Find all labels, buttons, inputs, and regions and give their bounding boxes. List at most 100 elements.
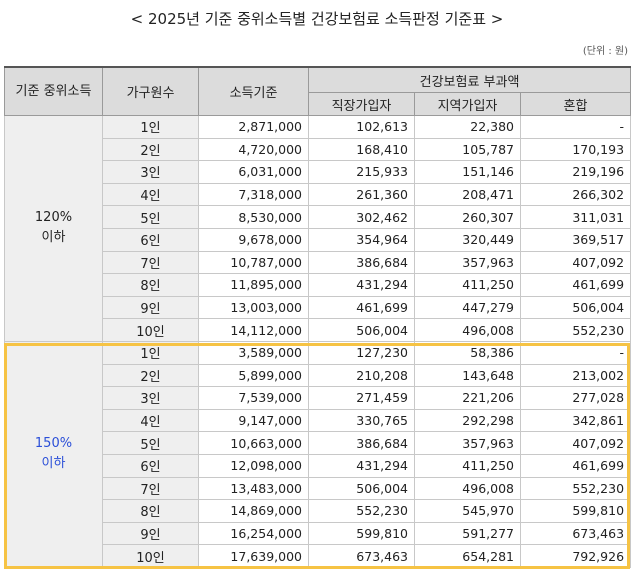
employee-premium-cell: 168,410 xyxy=(308,137,415,162)
header-employee: 직장가입자 xyxy=(308,92,415,116)
table-row: 3인 7,539,000 271,459 221,206 277,028 xyxy=(5,386,632,410)
regional-premium-cell: 105,787 xyxy=(414,137,521,162)
regional-premium-cell: 151,146 xyxy=(414,160,521,184)
table-row: 6인 9,678,000 354,964 320,449 369,517 xyxy=(5,227,632,252)
household-size-cell: 7인 xyxy=(102,476,199,501)
employee-premium-cell: 127,230 xyxy=(308,340,415,365)
household-size-cell: 5인 xyxy=(102,431,199,455)
income-cell: 11,895,000 xyxy=(198,273,309,297)
regional-premium-cell: 208,471 xyxy=(414,182,521,207)
regional-premium-cell: 260,307 xyxy=(414,205,521,229)
household-size-cell: 4인 xyxy=(102,408,199,433)
mixed-premium-cell: 311,031 xyxy=(519,205,632,229)
table-row: 7인 10,787,000 386,684 357,963 407,092 xyxy=(5,250,632,275)
income-cell: 6,031,000 xyxy=(198,160,309,184)
median-group-label: 120% 이하 xyxy=(4,115,103,342)
page-title: < 2025년 기준 중위소득별 건강보험료 소득판정 기준표 > xyxy=(130,10,504,28)
household-size-cell: 1인 xyxy=(102,115,199,139)
household-size-cell: 8인 xyxy=(102,499,199,523)
income-cell: 13,483,000 xyxy=(198,476,309,501)
income-cell: 12,098,000 xyxy=(198,453,309,478)
employee-premium-cell: 431,294 xyxy=(308,453,415,478)
employee-premium-cell: 506,004 xyxy=(308,476,415,501)
employee-premium-cell: 271,459 xyxy=(308,386,415,410)
employee-premium-cell: 102,613 xyxy=(308,115,415,139)
regional-premium-cell: 545,970 xyxy=(414,499,521,523)
household-size-cell: 9인 xyxy=(102,295,199,320)
median-group-label: 150% 이하 xyxy=(4,340,103,568)
table-row: 2인 4,720,000 168,410 105,787 170,193 xyxy=(5,137,632,162)
mixed-premium-cell: 552,230 xyxy=(519,476,632,501)
median-group-suffix: 이하 xyxy=(41,230,66,246)
table-row: 3인 6,031,000 215,933 151,146 219,196 xyxy=(5,160,632,184)
household-size-cell: 9인 xyxy=(102,521,199,546)
median-group-percent: 120% xyxy=(34,210,73,226)
employee-premium-cell: 354,964 xyxy=(308,227,415,252)
table-row: 6인 12,098,000 431,294 411,250 461,699 xyxy=(5,453,632,478)
regional-premium-cell: 58,386 xyxy=(414,340,521,365)
table-row: 4인 7,318,000 261,360 208,471 266,302 xyxy=(5,182,632,207)
regional-premium-cell: 221,206 xyxy=(414,386,521,410)
regional-premium-cell: 357,963 xyxy=(414,250,521,275)
household-size-cell: 2인 xyxy=(102,137,199,162)
unit-note: (단위 : 원) xyxy=(582,46,628,57)
median-group-percent: 150% xyxy=(34,436,73,452)
household-size-cell: 1인 xyxy=(102,340,199,365)
table-row: 5인 8,530,000 302,462 260,307 311,031 xyxy=(5,205,632,229)
regional-premium-cell: 591,277 xyxy=(414,521,521,546)
mixed-premium-cell: 599,810 xyxy=(519,499,632,523)
household-size-cell: 7인 xyxy=(102,250,199,275)
income-cell: 10,787,000 xyxy=(198,250,309,275)
employee-premium-cell: 261,360 xyxy=(308,182,415,207)
table-row: 5인 10,663,000 386,684 357,963 407,092 xyxy=(5,431,632,455)
income-cell: 7,318,000 xyxy=(198,182,309,207)
mixed-premium-cell: 407,092 xyxy=(519,431,632,455)
income-cell: 9,147,000 xyxy=(198,408,309,433)
income-cell: 9,678,000 xyxy=(198,227,309,252)
table-body: 120% 이하 1인 2,871,000 102,613 22,380-2인 4,720,0… xyxy=(4,115,632,568)
mixed-premium-cell: 369,517 xyxy=(519,227,632,252)
employee-premium-cell: 552,230 xyxy=(308,499,415,523)
table-row: 120% 이하 1인 2,871,000 102,613 22,380- xyxy=(4,115,632,342)
mixed-premium-cell: 266,302 xyxy=(519,182,632,207)
regional-premium-cell: 292,298 xyxy=(414,408,521,433)
income-cell: 14,869,000 xyxy=(198,499,309,523)
income-cell: 4,720,000 xyxy=(198,137,309,162)
table-row: 150% 이하 1인 3,589,000 127,230 58,386- xyxy=(4,340,632,568)
header-household-size: 가구원수 xyxy=(102,66,199,116)
mixed-premium-cell: - xyxy=(519,115,632,139)
mixed-premium-cell: 277,028 xyxy=(519,386,632,410)
household-size-cell: 10인 xyxy=(102,318,199,342)
mixed-premium-cell: 407,092 xyxy=(519,250,632,275)
mixed-premium-cell: 673,463 xyxy=(519,521,632,546)
mixed-premium-cell: 461,699 xyxy=(519,453,632,478)
mixed-premium-cell: 461,699 xyxy=(519,273,632,297)
household-size-cell: 10인 xyxy=(102,544,199,568)
income-cell: 8,530,000 xyxy=(198,205,309,229)
income-cell: 7,539,000 xyxy=(198,386,309,410)
household-size-cell: 2인 xyxy=(102,363,199,388)
employee-premium-cell: 461,699 xyxy=(308,295,415,320)
regional-premium-cell: 357,963 xyxy=(414,431,521,455)
mixed-premium-cell: 342,861 xyxy=(519,408,632,433)
employee-premium-cell: 386,684 xyxy=(308,250,415,275)
household-size-cell: 8인 xyxy=(102,273,199,297)
mixed-premium-cell: - xyxy=(519,340,632,365)
regional-premium-cell: 411,250 xyxy=(414,453,521,478)
median-group-suffix: 이하 xyxy=(41,456,66,472)
employee-premium-cell: 210,208 xyxy=(308,363,415,388)
employee-premium-cell: 330,765 xyxy=(308,408,415,433)
table-row: 10인 14,112,000 506,004 496,008 552,230 xyxy=(5,318,632,342)
mixed-premium-cell: 792,926 xyxy=(519,544,632,568)
employee-premium-cell: 673,463 xyxy=(308,544,415,568)
header-income-standard: 소득기준 xyxy=(198,66,309,116)
income-cell: 2,871,000 xyxy=(198,115,309,139)
regional-premium-cell: 654,281 xyxy=(414,544,521,568)
employee-premium-cell: 302,462 xyxy=(308,205,415,229)
household-size-cell: 6인 xyxy=(102,453,199,478)
regional-premium-cell: 22,380 xyxy=(414,115,521,139)
income-cell: 10,663,000 xyxy=(198,431,309,455)
household-size-cell: 3인 xyxy=(102,386,199,410)
regional-premium-cell: 447,279 xyxy=(414,295,521,320)
household-size-cell: 5인 xyxy=(102,205,199,229)
